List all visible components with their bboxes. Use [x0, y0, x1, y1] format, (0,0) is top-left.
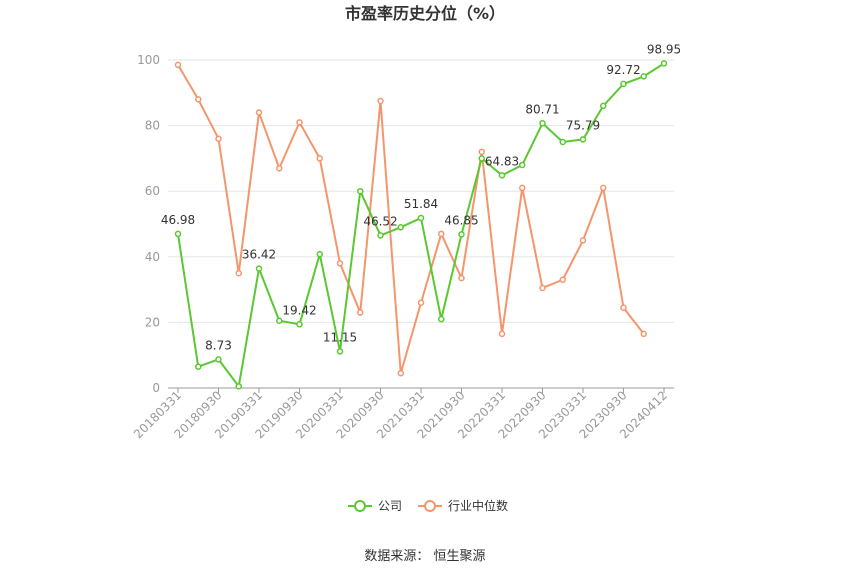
data-point	[377, 232, 384, 239]
data-point	[174, 61, 182, 69]
data-point	[600, 102, 607, 110]
data-point	[357, 187, 364, 195]
data-point	[255, 109, 263, 116]
data-point	[397, 369, 404, 377]
data-label: 8.73	[205, 338, 232, 352]
data-point	[559, 276, 566, 284]
data-point	[438, 315, 445, 323]
data-point	[296, 119, 303, 126]
data-labels: 46.98 8.73 36.42 19.42 11.15 46.52 51.84 46.85 6…	[161, 42, 681, 352]
data-point	[195, 363, 202, 370]
data-point	[235, 383, 242, 390]
data-point	[215, 356, 222, 363]
data-label: 46.52	[363, 214, 397, 228]
data-point	[296, 321, 303, 328]
data-point	[215, 135, 222, 142]
data-point	[579, 237, 587, 244]
data-point	[478, 155, 485, 162]
y-tick-label: 40	[145, 250, 160, 264]
data-label: 46.98	[161, 213, 195, 227]
data-point	[336, 348, 344, 355]
data-point	[620, 80, 627, 88]
data-point	[417, 214, 425, 222]
data-point	[640, 330, 647, 338]
data-point	[316, 155, 323, 162]
data-point	[438, 230, 445, 238]
data-point	[276, 164, 283, 172]
data-point	[539, 120, 546, 127]
data-label: 75.79	[566, 118, 600, 132]
data-label: 19.42	[282, 303, 316, 317]
data-point	[498, 330, 506, 338]
y-tick-label: 80	[145, 119, 160, 133]
series-layer	[174, 60, 668, 390]
data-point	[579, 136, 587, 143]
data-point	[519, 161, 526, 169]
legend[interactable]: 公司 行业中位数	[348, 498, 508, 513]
data-label: 98.95	[647, 42, 681, 56]
y-tick-label: 0	[152, 381, 160, 395]
data-point	[640, 73, 647, 80]
y-axis-ticks: 0 20 40 60 80 100	[137, 53, 160, 395]
data-label: 46.85	[444, 213, 478, 227]
data-point	[458, 231, 465, 238]
data-point	[357, 309, 364, 316]
grid	[168, 59, 674, 323]
legend-label: 行业中位数	[448, 498, 508, 513]
data-point	[255, 265, 263, 272]
x-axis: 2018033120180930201903312019093020200331…	[131, 387, 674, 441]
data-label: 64.83	[485, 154, 519, 168]
data-point	[519, 184, 526, 192]
data-label: 36.42	[242, 248, 276, 262]
data-point	[316, 250, 323, 258]
data-point	[478, 148, 485, 156]
legend-marker	[424, 500, 436, 512]
y-tick-label: 100	[137, 53, 160, 67]
data-label: 92.72	[606, 63, 640, 77]
y-tick-label: 20	[145, 315, 160, 329]
data-point	[660, 60, 668, 67]
data-point	[397, 224, 404, 231]
data-label: 51.84	[404, 197, 438, 211]
data-point	[458, 274, 465, 282]
data-label: 11.15	[323, 330, 357, 344]
y-tick-label: 60	[145, 184, 160, 198]
legend-marker	[354, 500, 366, 512]
series-line-0	[177, 62, 665, 388]
data-point	[235, 269, 242, 277]
data-point	[559, 138, 566, 146]
data-point	[600, 184, 607, 192]
data-point	[539, 284, 546, 292]
data-point	[417, 299, 425, 306]
data-point	[276, 317, 283, 325]
data-point	[195, 96, 202, 103]
data-label: 80.71	[525, 102, 559, 116]
data-source: 数据来源： 恒生聚源	[364, 549, 485, 564]
data-point	[620, 304, 627, 311]
data-point	[498, 172, 506, 179]
series-line-1	[177, 64, 645, 375]
data-point	[174, 230, 182, 238]
legend-label: 公司	[378, 499, 402, 513]
chart-title: 市盈率历史分位（%）	[345, 4, 505, 23]
data-point	[336, 260, 344, 267]
data-point	[377, 97, 384, 105]
